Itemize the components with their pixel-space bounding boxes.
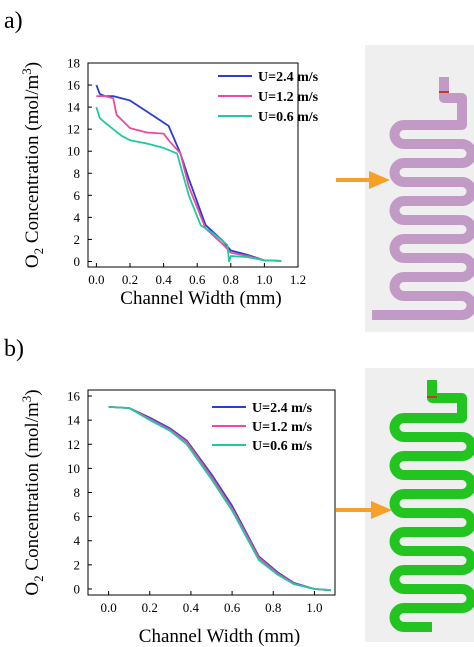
- right-arrow-icon: [336, 501, 392, 519]
- y-tick-label: 0: [74, 254, 81, 269]
- chart-b: 0 2 4 6 8 10 12 14 16 0.0 0.2 0.4 0.6 0.8 1.0 Channel W…: [19, 389, 336, 647]
- y-tick-label: 2: [74, 557, 81, 572]
- legend-label: U=2.4 m/s: [258, 70, 319, 85]
- y-tick-label: 6: [74, 188, 81, 203]
- legend-label: U=1.2 m/s: [252, 420, 313, 435]
- right-arrow-icon: [336, 171, 390, 189]
- y-tick-label: 10: [67, 461, 80, 476]
- legend-label: U=0.6 m/s: [252, 439, 313, 454]
- y-tick-label: 6: [74, 509, 81, 524]
- x-tick-label: 0.6: [224, 600, 241, 615]
- y-axis-label: O2 Concentration (mol/m3): [19, 62, 46, 268]
- x-tick-label: 0.2: [142, 600, 158, 615]
- y-tick-label: 12: [67, 437, 80, 452]
- x-tick-label: 0.8: [265, 600, 281, 615]
- series-line-3: [108, 406, 331, 592]
- panel-label-a: a): [4, 8, 23, 34]
- y-tick-label: 14: [67, 413, 81, 428]
- legend-label: U=2.4 m/s: [252, 401, 313, 416]
- x-tick-label: 0.0: [100, 600, 116, 615]
- y-tick-label: 18: [67, 56, 80, 71]
- plot-frame: [87, 62, 299, 268]
- serpentine-channel-icon: [372, 77, 474, 320]
- y-tick-label: 14: [67, 100, 81, 115]
- y-tick-label: 16: [67, 389, 81, 404]
- x-tick-label: 0.6: [189, 272, 206, 287]
- x-tick-label: 0.0: [88, 272, 104, 287]
- y-tick-label: 8: [74, 166, 81, 181]
- y-tick-label: 12: [67, 122, 80, 137]
- series-line-3: [95, 106, 282, 263]
- y-tick-label: 16: [67, 78, 81, 93]
- y-tick-label: 4: [74, 210, 81, 225]
- x-tick-label: 0.4: [183, 600, 200, 615]
- series-line-2: [96, 95, 282, 262]
- legend-label: U=0.6 m/s: [258, 110, 319, 125]
- series-line-1: [95, 84, 282, 262]
- x-tick-label: 0.4: [155, 272, 172, 287]
- channel-panel-a: [365, 45, 474, 332]
- y-tick-label: 10: [67, 144, 80, 159]
- panel-label-b: b): [4, 336, 24, 362]
- x-axis-label: Channel Width (mm): [120, 288, 281, 309]
- y-tick-label: 0: [74, 581, 81, 596]
- x-tick-label: 0.8: [223, 272, 239, 287]
- legend-label: U=1.2 m/s: [258, 90, 319, 105]
- x-tick-label: 1.2: [290, 272, 306, 287]
- y-axis-label: O2 Concentration (mol/m3): [19, 389, 46, 595]
- y-tick-label: 4: [74, 533, 81, 548]
- chart-a: 0 2 4 6 8 10 12 14 16 18 0.0 0.2 0.4 0.6 0.8 1.0 1.2 Chan…: [19, 56, 319, 310]
- y-tick-label: 8: [74, 485, 81, 500]
- y-tick-label: 2: [74, 232, 81, 247]
- x-tick-label: 1.0: [306, 600, 322, 615]
- x-axis-label: Channel Width (mm): [139, 626, 300, 647]
- serpentine-channel-icon: [389, 380, 474, 632]
- x-tick-label: 1.0: [256, 272, 272, 287]
- x-tick-label: 0.2: [122, 272, 138, 287]
